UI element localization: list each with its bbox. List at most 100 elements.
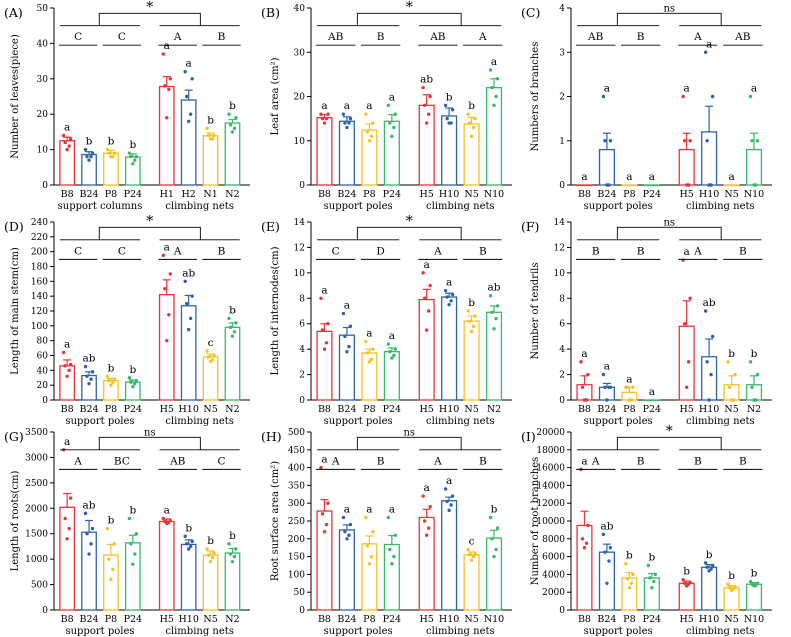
- bar-b8: [316, 510, 333, 611]
- x-tick-label: H10: [699, 189, 719, 200]
- data-point: [112, 542, 117, 546]
- x-tick-label: B8: [578, 404, 591, 415]
- data-point: [709, 372, 713, 377]
- significance-letter: ab: [83, 353, 96, 365]
- data-point: [65, 147, 69, 152]
- group-letter: B: [592, 245, 600, 257]
- y-tick-label: 8000: [542, 535, 565, 545]
- data-point: [729, 588, 734, 593]
- data-point: [390, 356, 394, 360]
- data-point: [467, 553, 472, 557]
- data-point: [495, 77, 500, 81]
- data-point: [89, 542, 93, 546]
- data-point: [726, 582, 730, 586]
- significance-letter: a: [321, 100, 327, 112]
- data-point: [608, 546, 613, 550]
- bar-h1: [158, 85, 175, 186]
- group-letter: AB: [169, 455, 186, 467]
- data-point: [67, 526, 71, 531]
- panel-i: (I) 0 2000 4000 6000 8000 10000 12000 14000 16000…: [521, 423, 772, 637]
- data-point: [188, 316, 193, 321]
- significance-letter: b: [229, 530, 236, 542]
- data-point: [386, 515, 391, 520]
- data-point: [212, 353, 216, 358]
- data-point: [390, 134, 394, 139]
- data-point: [319, 296, 323, 300]
- significance-mark: ns: [403, 427, 415, 438]
- data-point: [443, 487, 448, 491]
- data-point: [67, 368, 71, 373]
- x-tick-label: N5: [464, 614, 478, 625]
- x-tick-label: P24: [383, 404, 401, 415]
- data-point: [129, 380, 133, 384]
- group-label: climbing nets: [165, 201, 234, 212]
- bar-b8: [59, 365, 76, 401]
- y-axis-label: Number of root branches: [530, 457, 541, 586]
- data-point: [424, 533, 429, 537]
- y-tick-label: 14: [554, 218, 566, 228]
- bar-h10: [701, 566, 718, 611]
- data-point: [111, 567, 115, 572]
- data-point: [232, 126, 237, 131]
- data-point: [161, 516, 165, 521]
- x-tick-label: P24: [383, 189, 401, 200]
- group-letter: A: [331, 455, 340, 467]
- data-point: [348, 116, 353, 121]
- x-tick-label: B24: [597, 614, 616, 625]
- data-point: [184, 94, 189, 99]
- y-tick-label: 0: [559, 606, 565, 616]
- data-point: [227, 542, 231, 546]
- data-point: [364, 515, 368, 520]
- data-point: [324, 522, 329, 527]
- data-point: [450, 108, 455, 112]
- data-point: [750, 139, 754, 143]
- data-point: [65, 374, 69, 378]
- x-tick-label: P8: [363, 404, 375, 415]
- data-point: [129, 154, 133, 159]
- significance-letter: a: [389, 503, 395, 515]
- y-tick-label: 0: [299, 181, 305, 191]
- y-tick-label: 0: [42, 606, 48, 616]
- x-tick-label: B8: [61, 404, 74, 415]
- significance-letter: b: [491, 503, 498, 515]
- y-tick-label: 500: [31, 581, 48, 591]
- x-tick-label: P8: [105, 404, 117, 415]
- data-point: [445, 116, 449, 121]
- y-tick-label: 40: [37, 366, 49, 376]
- group-letter: B: [377, 31, 385, 43]
- data-point: [686, 360, 691, 364]
- group-label: climbing nets: [426, 416, 495, 427]
- data-point: [473, 116, 477, 121]
- data-point: [186, 547, 191, 551]
- data-point: [343, 529, 347, 534]
- data-point: [467, 319, 472, 323]
- y-tick-label: 0: [42, 181, 48, 191]
- data-point: [188, 112, 193, 116]
- data-point: [68, 137, 73, 141]
- y-tick-label: 240: [31, 218, 48, 228]
- data-point: [341, 311, 346, 316]
- significance-mark: *: [406, 0, 413, 15]
- y-tick-label: 0: [42, 396, 48, 406]
- significance-letter: a: [321, 284, 327, 296]
- x-tick-label: B24: [80, 189, 99, 200]
- data-point: [184, 301, 189, 306]
- data-point: [580, 537, 585, 541]
- x-tick-label: N2: [487, 404, 501, 415]
- y-tick-label: 0: [299, 606, 305, 616]
- data-point: [324, 341, 329, 345]
- x-tick-label: N5: [724, 404, 738, 415]
- significance-letter: a: [344, 100, 350, 112]
- data-point: [682, 581, 687, 585]
- data-point: [347, 121, 351, 125]
- y-tick-label: 300: [288, 499, 305, 509]
- data-point: [726, 360, 730, 364]
- y-tick-label: 400: [288, 464, 305, 474]
- data-point: [607, 385, 611, 389]
- data-point: [83, 147, 88, 152]
- data-point: [365, 544, 370, 548]
- data-point: [443, 103, 448, 108]
- data-point: [422, 103, 427, 108]
- data-point: [227, 316, 231, 321]
